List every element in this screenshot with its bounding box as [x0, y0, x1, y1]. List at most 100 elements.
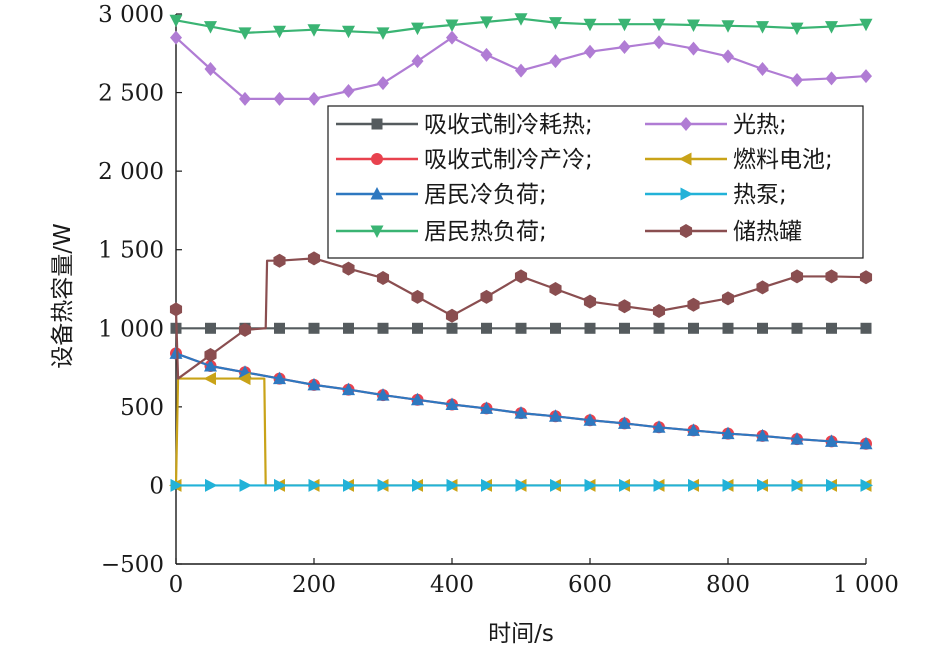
data-point — [342, 25, 355, 39]
legend: 吸收式制冷耗热; 吸收式制冷产冷; 居民冷负荷; 居民热负荷; 光热; 燃料电池; 热泵; 储… — [327, 105, 864, 259]
data-point — [722, 322, 734, 334]
data-point — [343, 478, 356, 492]
x-tick-label: 1 000 — [833, 572, 899, 598]
data-point — [480, 47, 493, 62]
legend-item: 热泵; — [645, 182, 787, 208]
y-tick-label: 2 500 — [98, 81, 164, 107]
y-tick-label: 3 000 — [98, 2, 164, 28]
data-point — [480, 16, 493, 29]
data-point — [583, 413, 597, 426]
legend-marker — [680, 117, 692, 131]
data-point — [411, 289, 424, 304]
data-point — [446, 322, 458, 334]
data-point — [273, 253, 286, 268]
legend-label: 吸收式制冷产冷; — [424, 147, 593, 173]
data-point — [446, 478, 459, 492]
legend-item: 吸收式制冷产冷; — [336, 147, 593, 173]
data-point — [307, 377, 321, 391]
data-point — [825, 71, 838, 86]
data-point — [169, 14, 183, 28]
legend-label: 吸收式制冷耗热; — [424, 112, 593, 138]
legend-item: 储热罐 — [645, 219, 802, 245]
x-tick-label: 800 — [706, 572, 750, 598]
data-point — [273, 371, 286, 385]
x-axis-title: 时间/s — [488, 621, 554, 647]
data-point — [481, 478, 494, 492]
data-point — [791, 73, 803, 87]
data-point — [757, 322, 768, 334]
data-point — [757, 478, 770, 492]
data-point — [514, 406, 528, 419]
data-point — [860, 322, 872, 334]
data-point — [376, 388, 390, 401]
y-tick-label: 0 — [149, 473, 164, 499]
data-point — [618, 40, 631, 54]
series-1 — [170, 347, 872, 450]
x-tick-label: 0 — [169, 572, 184, 598]
data-point — [514, 269, 528, 284]
data-point — [205, 478, 218, 492]
series-0 — [170, 322, 872, 334]
series-layer — [169, 13, 873, 492]
data-point — [549, 409, 562, 422]
data-point — [204, 359, 217, 372]
data-point — [791, 322, 803, 334]
y-tick-label: −500 — [101, 552, 164, 578]
series-3 — [169, 13, 873, 40]
data-point — [169, 346, 183, 359]
data-point — [412, 478, 425, 492]
data-point — [687, 19, 700, 32]
data-point — [445, 308, 459, 323]
data-point — [273, 91, 286, 106]
data-point — [859, 436, 873, 450]
data-point — [687, 41, 700, 56]
data-point — [688, 478, 701, 492]
data-point — [273, 25, 286, 39]
legend-box — [327, 105, 864, 259]
data-point — [239, 478, 252, 492]
series-4 — [170, 30, 872, 106]
data-point — [342, 261, 355, 276]
data-point — [584, 478, 597, 492]
data-point — [549, 282, 562, 296]
data-point — [826, 322, 837, 334]
data-point — [618, 299, 631, 314]
legend-item: 吸收式制冷耗热; — [336, 112, 593, 138]
data-point — [618, 416, 631, 429]
data-point — [550, 322, 561, 334]
data-point — [722, 49, 734, 64]
data-point — [342, 84, 355, 98]
data-point — [169, 302, 183, 317]
data-point — [238, 322, 252, 337]
data-point — [307, 24, 321, 37]
data-point — [721, 291, 735, 306]
data-point — [308, 478, 321, 492]
data-point — [376, 27, 390, 40]
data-point — [377, 478, 390, 492]
data-point — [377, 76, 389, 91]
data-point — [170, 30, 182, 45]
data-point — [515, 478, 528, 492]
legend-label: 热泵; — [733, 182, 787, 208]
legend-marker — [371, 118, 383, 130]
data-point — [204, 348, 217, 362]
data-point — [825, 434, 838, 447]
y-tick-label: 500 — [120, 395, 164, 421]
legend-label: 居民冷负荷; — [424, 182, 547, 208]
legend-marker — [370, 225, 384, 238]
legend-label: 燃料电池; — [733, 147, 833, 173]
legend-label: 储热罐 — [733, 219, 802, 245]
data-point — [790, 22, 804, 36]
data-point — [412, 322, 423, 334]
y-tick-label: 1 500 — [98, 238, 164, 264]
y-tick-label: 1 000 — [98, 316, 164, 342]
data-point — [653, 35, 665, 50]
data-point — [756, 21, 769, 34]
data-point — [308, 91, 320, 106]
data-point — [515, 322, 527, 334]
legend-item: 光热; — [645, 112, 787, 138]
data-point — [790, 269, 804, 284]
data-point — [859, 18, 873, 32]
